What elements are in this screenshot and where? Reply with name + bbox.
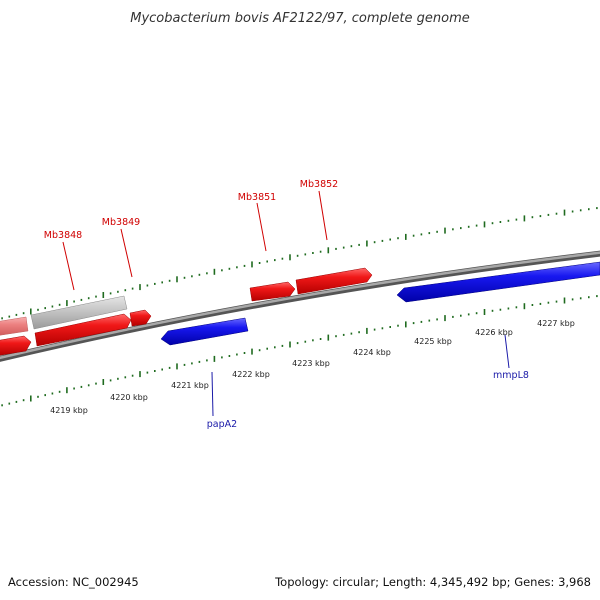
gene-label-mb3849[interactable]: Mb3849 bbox=[102, 217, 140, 228]
gene-label-papa2[interactable]: papA2 bbox=[207, 419, 237, 430]
kbp-label: 4225 kbp bbox=[414, 337, 452, 346]
pseudo-gene[interactable] bbox=[30, 295, 128, 330]
gene-arrow-papa2[interactable] bbox=[160, 317, 249, 346]
gene-labels: Mb3848 Mb3849 Mb3851 Mb3852 papA2 mmpL8 bbox=[44, 179, 529, 430]
faded-gene[interactable] bbox=[0, 316, 29, 336]
gene-label-mb3848[interactable]: Mb3848 bbox=[44, 230, 82, 241]
kbp-label: 4224 kbp bbox=[353, 348, 391, 357]
gene-label-mmpl8[interactable]: mmpL8 bbox=[493, 370, 529, 381]
inner-tick-track bbox=[1, 295, 598, 407]
kbp-label: 4222 kbp bbox=[232, 370, 270, 379]
gene-label-lines bbox=[62, 190, 510, 417]
kbp-label: 4220 kbp bbox=[110, 393, 148, 402]
gene-arrow-mb3849[interactable] bbox=[129, 309, 152, 327]
kbp-label: 4219 kbp bbox=[50, 406, 88, 415]
kbp-label: 4227 kbp bbox=[537, 319, 575, 328]
gene-label-mb3851[interactable]: Mb3851 bbox=[238, 192, 276, 203]
genome-summary-text: Topology: circular; Length: 4,345,492 bp… bbox=[274, 575, 591, 589]
map-title: Mycobacterium bovis AF2122/97, complete … bbox=[130, 11, 469, 26]
gene-arrow-left-edge[interactable] bbox=[0, 335, 32, 356]
forward-genes bbox=[0, 267, 373, 356]
kbp-tick-labels: 4219 kbp 4220 kbp 4221 kbp 4222 kbp 4223… bbox=[50, 319, 575, 415]
kbp-label: 4223 kbp bbox=[292, 359, 330, 368]
genome-backbone-highlight bbox=[0, 251, 600, 360]
accession-text: Accession: NC_002945 bbox=[8, 575, 139, 589]
kbp-label: 4226 kbp bbox=[475, 328, 513, 337]
gene-label-mb3852[interactable]: Mb3852 bbox=[300, 179, 338, 190]
kbp-label: 4221 kbp bbox=[171, 381, 209, 390]
gene-arrow-mmpl8[interactable] bbox=[396, 261, 600, 303]
reverse-genes bbox=[160, 261, 600, 346]
gene-arrow-mb3848[interactable] bbox=[34, 313, 132, 347]
outer-tick-track bbox=[1, 207, 598, 320]
gene-arrow-mb3852[interactable] bbox=[295, 267, 373, 295]
gene-arrow-mb3851[interactable] bbox=[249, 281, 296, 302]
